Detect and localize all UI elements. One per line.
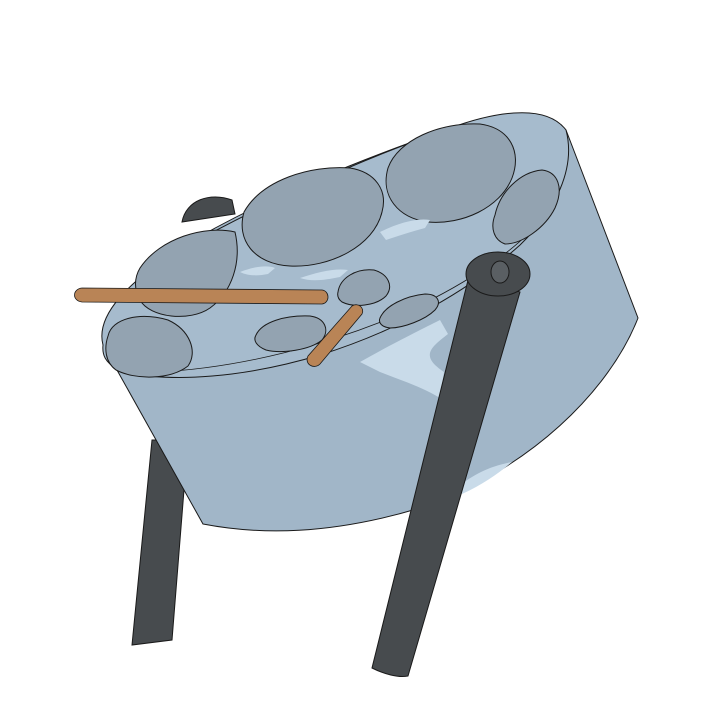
leg-bolt (490, 260, 510, 284)
highlight (456, 462, 512, 494)
note-pad (337, 269, 390, 306)
note-pad (241, 167, 384, 267)
mallet (306, 304, 364, 367)
note-pad (379, 293, 439, 329)
note-pad (385, 123, 516, 223)
note-pad (492, 169, 560, 245)
highlight (300, 269, 348, 281)
note-pad (105, 316, 193, 378)
highlight (360, 320, 448, 398)
highlight (240, 266, 275, 276)
front-stand-leg (371, 271, 521, 677)
back-hook (181, 196, 236, 223)
highlight (380, 219, 430, 240)
mallet (74, 287, 329, 305)
